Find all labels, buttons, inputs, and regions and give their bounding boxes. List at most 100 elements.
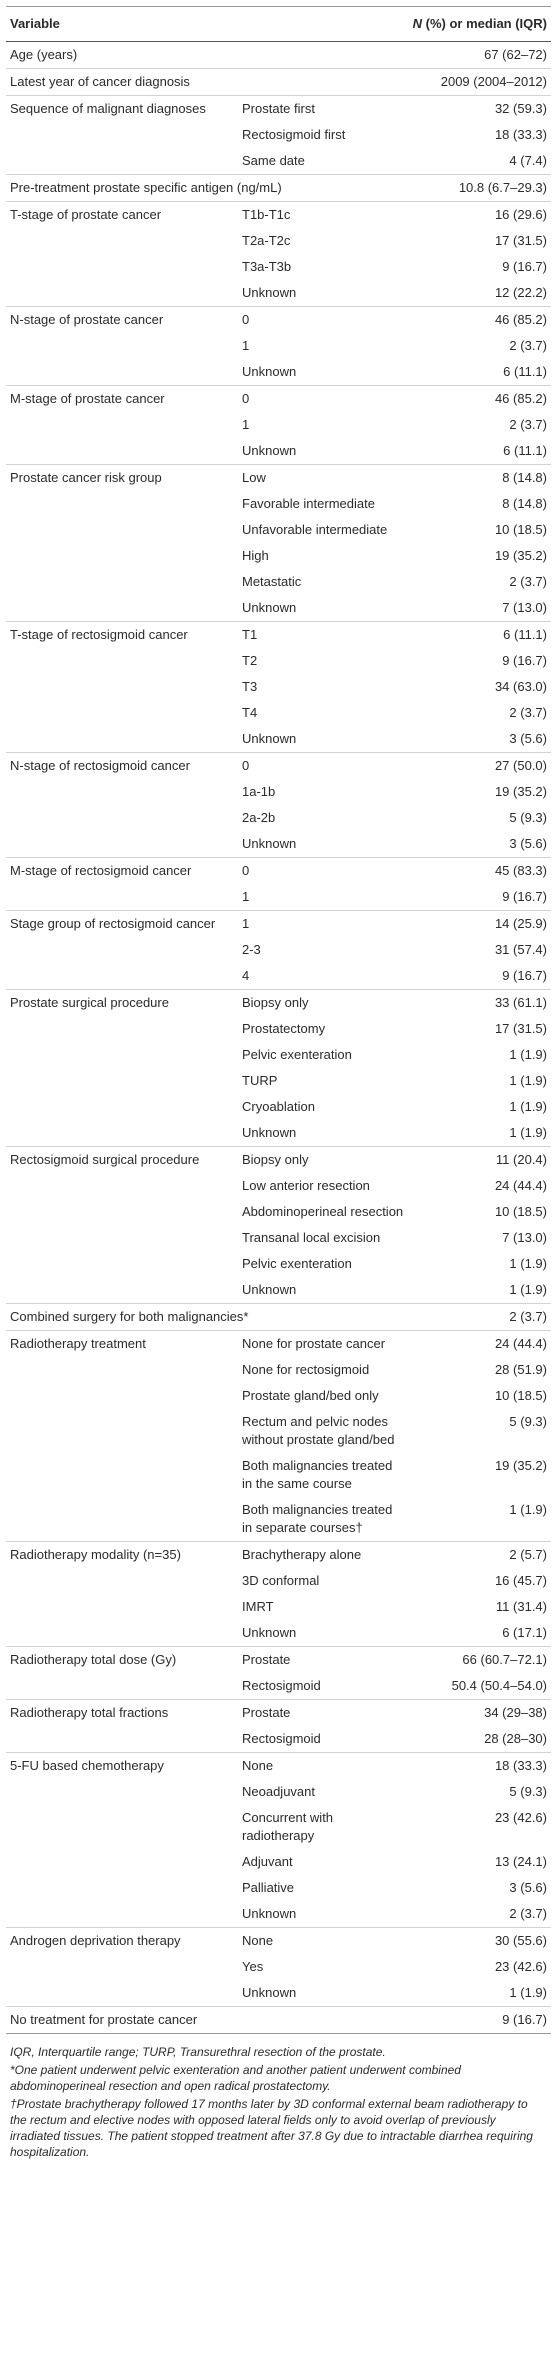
- category-cell: Favorable intermediate: [242, 496, 375, 511]
- category-cell: Prostate gland/bed only: [242, 1388, 379, 1403]
- table-row: Rectum and pelvic nodes without prostate…: [6, 1409, 551, 1453]
- value-cell: 18 (33.3): [494, 127, 547, 142]
- category-cell: Both malignancies treated in the same co…: [242, 1458, 393, 1491]
- category-cell: Both malignancies treated in separate co…: [242, 1502, 393, 1535]
- table-row: Same date 4 (7.4): [6, 148, 551, 175]
- value-cell: 18 (33.3): [408, 1752, 551, 1779]
- value-cell: 24 (44.4): [494, 1178, 547, 1193]
- table-row: Rectosigmoid 28 (28–30): [6, 1726, 551, 1753]
- category-cell: Biopsy only: [238, 989, 408, 1016]
- category-cell: Prostate first: [238, 95, 408, 122]
- category-cell: Abdominoperineal resection: [242, 1204, 404, 1219]
- table-row: Prostate surgical procedure Biopsy only 33…: [6, 989, 551, 1147]
- value-cell: 2 (3.7): [509, 574, 547, 589]
- table-row: Pre-treatment prostate specific antigen …: [6, 174, 551, 202]
- table-row: TURP 1 (1.9): [6, 1068, 551, 1094]
- value-cell: 1 (1.9): [509, 1073, 547, 1088]
- table-row: Unknown 12 (22.2): [6, 280, 551, 307]
- table-row: Unknown 2 (3.7): [6, 1901, 551, 1928]
- value-cell: 14 (25.9): [408, 910, 551, 937]
- table-row: 2-3 31 (57.4): [6, 937, 551, 963]
- table-row: Cryoablation 1 (1.9): [6, 1094, 551, 1120]
- table-row: Unfavorable intermediate 10 (18.5): [6, 517, 551, 543]
- variable-cell: 5-FU based chemotherapy: [6, 1752, 238, 1928]
- category-cell: 1: [242, 338, 250, 353]
- variable-cell: Age (years): [6, 41, 408, 69]
- value-cell: 9 (16.7): [408, 2006, 551, 2034]
- variable-cell: Androgen deprivation therapy: [6, 1927, 238, 2007]
- value-cell: 30 (55.6): [408, 1927, 551, 1954]
- category-cell: Unknown: [242, 731, 297, 746]
- table-row: No treatment for prostate cancer 9 (16.7): [6, 2006, 551, 2034]
- category-cell: 4: [242, 968, 250, 983]
- category-cell: Unknown: [242, 1625, 297, 1640]
- category-cell: 1a-1b: [242, 784, 276, 799]
- table-row: Unknown 3 (5.6): [6, 726, 551, 753]
- header-variable: Variable: [6, 6, 408, 42]
- value-cell: 2009 (2004–2012): [408, 68, 551, 96]
- variable-cell: T-stage of prostate cancer: [6, 201, 238, 307]
- variable-cell: Pre-treatment prostate specific antigen …: [6, 174, 408, 202]
- value-cell: 23 (42.6): [494, 1959, 547, 1974]
- category-cell: None: [238, 1752, 408, 1779]
- value-cell: 23 (42.6): [494, 1810, 547, 1825]
- table-row: N-stage of rectosigmoid cancer 0 27 (50.0): [6, 752, 551, 858]
- category-cell: Yes: [242, 1959, 264, 1974]
- category-cell: Unknown: [242, 1985, 297, 2000]
- table-row: Androgen deprivation therapy None 30 (55.6…: [6, 1927, 551, 2007]
- value-cell: 9 (16.7): [502, 968, 547, 983]
- table-row: Abdominoperineal resection 10 (18.5): [6, 1199, 551, 1225]
- table-row: 1 2 (3.7): [6, 412, 551, 438]
- variable-cell: Radiotherapy treatment: [6, 1330, 238, 1542]
- category-cell: Unknown: [242, 1906, 297, 1921]
- value-cell: 11 (20.4): [408, 1146, 551, 1173]
- value-cell: 33 (61.1): [408, 989, 551, 1016]
- value-cell: 16 (45.7): [494, 1573, 547, 1588]
- category-cell: Rectosigmoid: [242, 1731, 321, 1746]
- value-cell: 5 (9.3): [509, 810, 547, 825]
- category-cell: Prostate: [238, 1699, 408, 1726]
- value-cell: 7 (13.0): [502, 600, 547, 615]
- variable-cell: Radiotherapy total dose (Gy): [6, 1646, 238, 1700]
- category-cell: Rectum and pelvic nodes without prostate…: [242, 1414, 395, 1447]
- table-row: Metastatic 2 (3.7): [6, 569, 551, 595]
- value-cell: 13 (24.1): [494, 1854, 547, 1869]
- value-cell: 6 (11.1): [503, 364, 547, 379]
- table-row: Prostate gland/bed only 10 (18.5): [6, 1383, 551, 1409]
- table-row: 5-FU based chemotherapy None 18 (33.3): [6, 1752, 551, 1928]
- category-cell: T3: [242, 679, 258, 694]
- value-cell: 66 (60.7–72.1): [408, 1646, 551, 1673]
- table-row: High 19 (35.2): [6, 543, 551, 569]
- variable-cell: N-stage of rectosigmoid cancer: [6, 752, 238, 858]
- value-cell: 6 (17.1): [502, 1625, 547, 1640]
- footnotes: IQR, Interquartile range; TURP, Transure…: [6, 2034, 551, 2160]
- category-cell: Unknown: [242, 285, 297, 300]
- table-row: Unknown 1 (1.9): [6, 1277, 551, 1304]
- category-cell: T2: [242, 653, 258, 668]
- table-row: 2a-2b 5 (9.3): [6, 805, 551, 831]
- category-cell: Transanal local excision: [242, 1230, 381, 1245]
- value-cell: 10.8 (6.7–29.3): [408, 174, 551, 202]
- category-cell: T1b-T1c: [238, 201, 408, 228]
- value-cell: 5 (9.3): [509, 1414, 547, 1429]
- table-row: Sequence of malignant diagnoses Prostate …: [6, 95, 551, 175]
- value-cell: 11 (31.4): [495, 1599, 547, 1614]
- category-cell: Unknown: [242, 443, 297, 458]
- category-cell: 0: [238, 857, 408, 884]
- table-row: Rectosigmoid 50.4 (50.4–54.0): [6, 1673, 551, 1700]
- table-row: Age (years) 67 (62–72): [6, 41, 551, 69]
- table-row: Palliative 3 (5.6): [6, 1875, 551, 1901]
- category-cell: Unknown: [242, 836, 297, 851]
- value-cell: 31 (57.4): [494, 942, 547, 957]
- value-cell: 1 (1.9): [509, 1047, 547, 1062]
- variable-cell: Radiotherapy modality (n=35): [6, 1541, 238, 1647]
- table-row: Adjuvant 13 (24.1): [6, 1849, 551, 1875]
- category-cell: IMRT: [242, 1599, 274, 1614]
- table-row: T2 9 (16.7): [6, 648, 551, 674]
- variable-cell: Radiotherapy total fractions: [6, 1699, 238, 1753]
- value-cell: 6 (11.1): [503, 443, 547, 458]
- table-row: M-stage of rectosigmoid cancer 0 45 (83.3): [6, 857, 551, 911]
- header-value: N (%) or median (IQR): [408, 6, 551, 42]
- category-cell: Prostate: [238, 1646, 408, 1673]
